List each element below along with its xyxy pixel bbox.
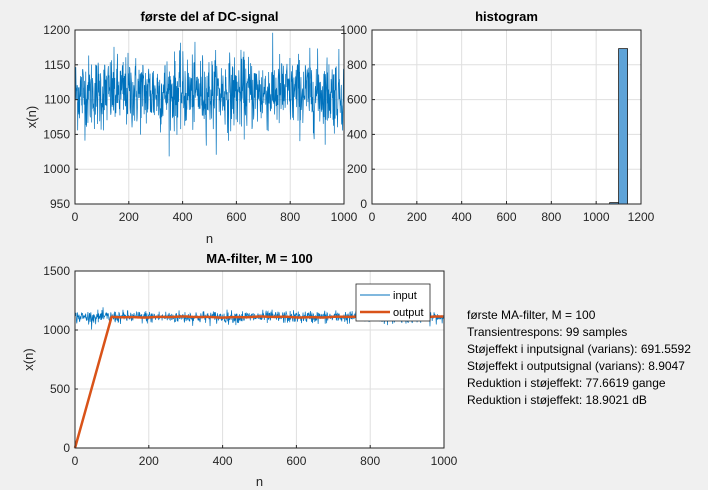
axes-frame xyxy=(74,270,445,449)
x-tick-label: 200 xyxy=(119,210,139,224)
stats-line-output-variance: Støjeffekt i outputsignal (varians): 8.9… xyxy=(467,359,685,373)
y-tick-label: 950 xyxy=(50,197,70,211)
histogram-bar xyxy=(618,48,628,205)
x-axis-label: n xyxy=(256,474,263,489)
legend[interactable]: input output xyxy=(355,283,431,322)
axes-background xyxy=(75,30,344,204)
x-tick-label: 600 xyxy=(496,210,516,224)
x-tick-label: 800 xyxy=(360,454,380,468)
x-tick-label: 1000 xyxy=(583,210,610,224)
x-tick-label: 800 xyxy=(280,210,300,224)
ma-filter-chart: 0 200 400 600 800 1000 0 500 1000 1500 MA-filter,… xyxy=(21,251,458,489)
chart-title: histogram xyxy=(475,9,538,24)
stats-line-title: første MA-filter, M = 100 xyxy=(467,308,596,322)
y-tick-label: 1050 xyxy=(43,127,70,141)
y-tick-label: 1000 xyxy=(43,162,70,176)
chart-title: første del af DC-signal xyxy=(141,9,279,24)
y-tick-label: 600 xyxy=(347,93,367,107)
stats-line-reduction-factor: Reduktion i støjeffekt: 77.6619 gange xyxy=(467,376,666,390)
x-tick-label: 0 xyxy=(72,210,79,224)
stats-line-transient: Transientrespons: 99 samples xyxy=(467,325,628,339)
signal-chart: 0 200 400 600 800 1000 950 1000 1050 1100 1150 1200… xyxy=(24,9,358,246)
x-tick-label: 600 xyxy=(226,210,246,224)
y-tick-label: 1500 xyxy=(43,264,70,278)
x-tick-label: 800 xyxy=(541,210,561,224)
tick-labels: 0 200 400 600 800 1000 0 500 1000 1500 xyxy=(43,264,457,468)
y-tick-label: 1000 xyxy=(43,323,70,337)
x-tick-label: 0 xyxy=(369,210,376,224)
y-axis-label: x(n) xyxy=(24,106,39,128)
y-tick-label: 0 xyxy=(360,197,367,211)
chart-title: MA-filter, M = 100 xyxy=(206,251,313,266)
x-tick-label: 1200 xyxy=(628,210,655,224)
statistics-panel: første MA-filter, M = 100 Transientrespo… xyxy=(467,307,691,409)
axes-frame xyxy=(74,29,345,205)
y-tick-label: 0 xyxy=(63,441,70,455)
tick-labels: 0 200 400 600 800 1000 1200 0 200 400 600 800 1000 xyxy=(340,23,654,224)
x-tick-label: 400 xyxy=(173,210,193,224)
plot-area xyxy=(74,32,345,157)
x-tick-label: 600 xyxy=(286,454,306,468)
x-tick-label: 400 xyxy=(213,454,233,468)
x-tick-label: 400 xyxy=(452,210,472,224)
stats-line-reduction-db: Reduktion i støjeffekt: 18.9021 dB xyxy=(467,393,647,407)
x-tick-label: 200 xyxy=(407,210,427,224)
tick-labels: 0 200 400 600 800 1000 950 1000 1050 1100 1150 1200 xyxy=(43,23,357,224)
y-tick-label: 200 xyxy=(347,162,367,176)
x-tick-label: 200 xyxy=(139,454,159,468)
x-tick-label: 1000 xyxy=(331,210,358,224)
x-axis-label: n xyxy=(206,231,213,246)
x-tick-label: 0 xyxy=(72,454,79,468)
stats-line-input-variance: Støjeffekt i inputsignal (varians): 691.… xyxy=(467,342,691,356)
y-tick-label: 1200 xyxy=(43,23,70,37)
signal-series-line xyxy=(74,32,345,157)
legend-output-label: output xyxy=(393,307,424,319)
legend-input-label: input xyxy=(393,290,417,302)
legend-box xyxy=(355,283,431,322)
y-axis-label: x(n) xyxy=(21,348,36,370)
y-tick-label: 800 xyxy=(347,58,367,72)
y-tick-label: 1100 xyxy=(44,93,70,107)
histogram-chart: 0 200 400 600 800 1000 1200 0 200 400 600 800 1000 h… xyxy=(340,9,654,224)
y-tick-label: 1000 xyxy=(340,23,367,37)
y-tick-label: 400 xyxy=(347,127,367,141)
y-tick-label: 500 xyxy=(50,382,70,396)
x-tick-label: 1000 xyxy=(431,454,458,468)
y-tick-label: 1150 xyxy=(44,58,70,72)
